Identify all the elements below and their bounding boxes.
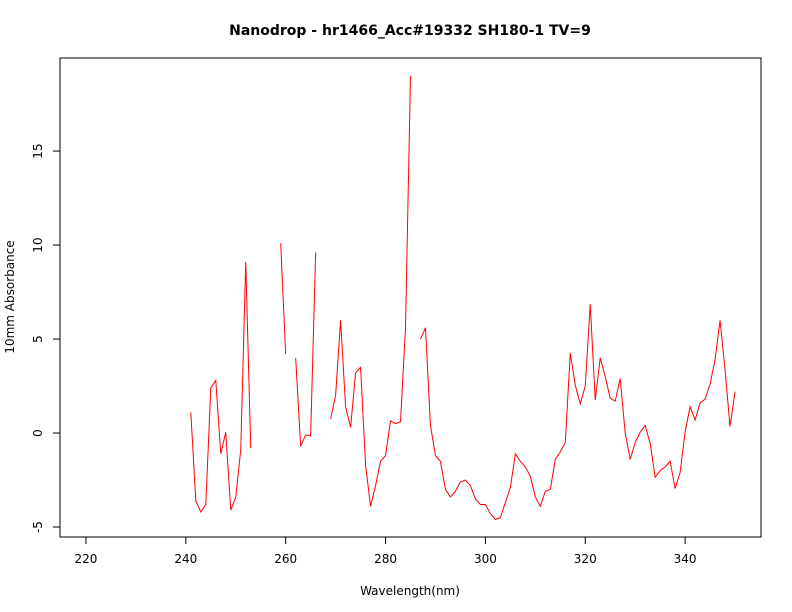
x-tick-label: 340 <box>674 552 697 566</box>
x-tick-label: 320 <box>574 552 597 566</box>
y-tick-label: 15 <box>31 143 45 158</box>
y-tick-label: 0 <box>31 429 45 437</box>
y-axis-label: 10mm Absorbance <box>3 240 17 353</box>
x-tick-label: 260 <box>274 552 297 566</box>
y-tick-label: -5 <box>31 521 45 533</box>
x-tick-label: 280 <box>374 552 397 566</box>
x-tick-label: 240 <box>174 552 197 566</box>
y-tick-label: 10 <box>31 237 45 252</box>
chart-title: Nanodrop - hr1466_Acc#19332 SH180-1 TV=9 <box>229 23 591 39</box>
plot-frame <box>59 57 762 538</box>
data-line <box>190 75 736 521</box>
x-axis-label: Wavelength(nm) <box>360 584 460 598</box>
x-tick-label: 220 <box>75 552 98 566</box>
x-tick-label: 300 <box>474 552 497 566</box>
y-tick-label: 5 <box>31 335 45 343</box>
